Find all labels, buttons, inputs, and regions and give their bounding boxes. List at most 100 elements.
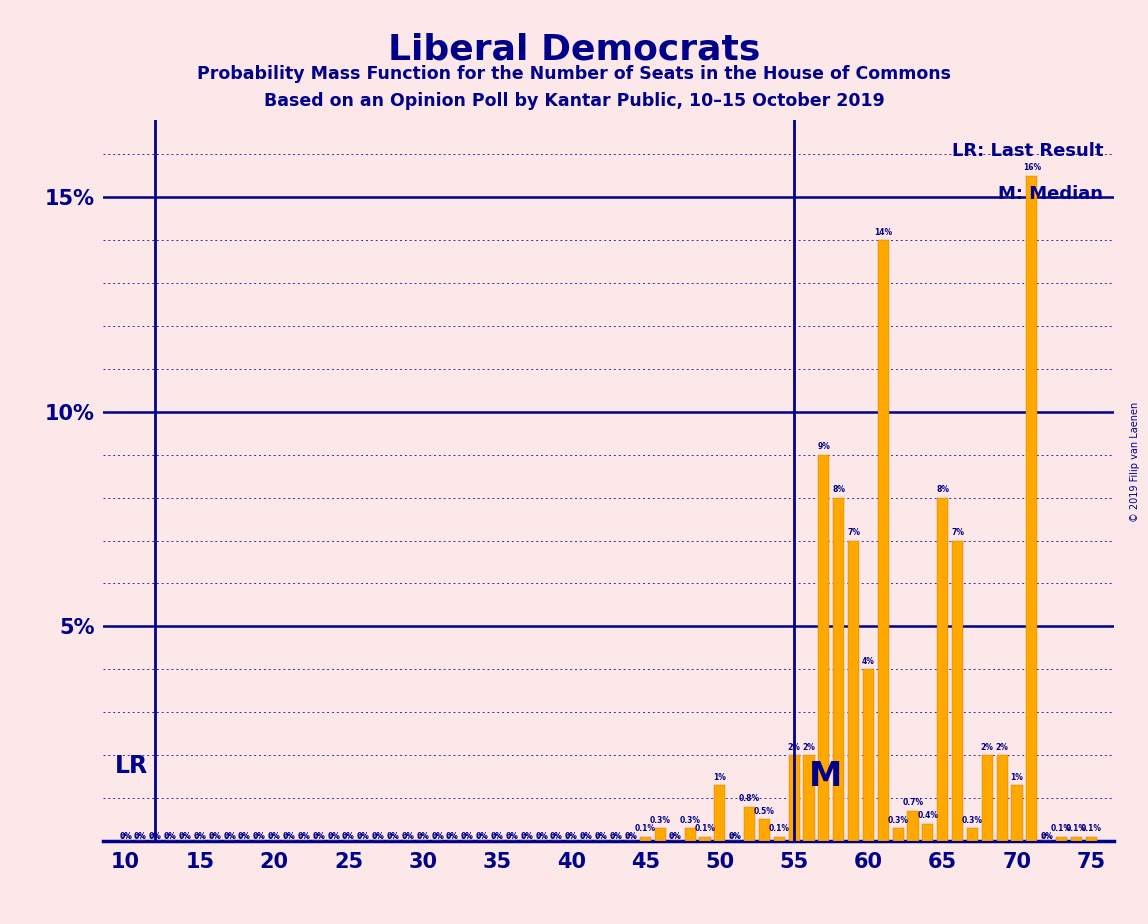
Bar bbox=[893, 828, 903, 841]
Text: 0.1%: 0.1% bbox=[769, 824, 790, 833]
Text: 0%: 0% bbox=[447, 833, 458, 839]
Text: 0%: 0% bbox=[327, 832, 340, 841]
Text: 0%: 0% bbox=[595, 832, 607, 841]
Text: 0%: 0% bbox=[254, 833, 265, 839]
Text: 0%: 0% bbox=[388, 833, 398, 839]
Text: 0%: 0% bbox=[729, 833, 740, 839]
Text: 0%: 0% bbox=[565, 832, 577, 841]
Bar bbox=[789, 755, 800, 841]
Bar bbox=[699, 836, 711, 841]
Text: 0%: 0% bbox=[328, 833, 339, 839]
Text: 0%: 0% bbox=[297, 832, 310, 841]
Text: 0%: 0% bbox=[669, 832, 682, 841]
Bar bbox=[1011, 785, 1023, 841]
Text: 0%: 0% bbox=[224, 833, 235, 839]
Text: 0%: 0% bbox=[520, 832, 533, 841]
Text: 0%: 0% bbox=[298, 833, 309, 839]
Text: 0%: 0% bbox=[209, 833, 220, 839]
Text: LR: Last Result: LR: Last Result bbox=[952, 141, 1103, 160]
Text: 2%: 2% bbox=[980, 743, 994, 751]
Text: 0%: 0% bbox=[403, 833, 413, 839]
Text: 0%: 0% bbox=[566, 833, 576, 839]
Text: 0%: 0% bbox=[461, 833, 473, 839]
Text: 0%: 0% bbox=[728, 832, 742, 841]
Text: 0.1%: 0.1% bbox=[1080, 824, 1102, 833]
Bar bbox=[804, 755, 815, 841]
Text: 0.1%: 0.1% bbox=[635, 824, 656, 833]
Text: 0%: 0% bbox=[505, 832, 518, 841]
Text: 0%: 0% bbox=[417, 832, 429, 841]
Text: 0%: 0% bbox=[1040, 832, 1053, 841]
Text: 0%: 0% bbox=[223, 832, 236, 841]
Text: 0.3%: 0.3% bbox=[887, 816, 908, 824]
Bar bbox=[1026, 176, 1038, 841]
Text: 0%: 0% bbox=[536, 833, 546, 839]
Bar bbox=[654, 828, 666, 841]
Text: 0%: 0% bbox=[490, 832, 504, 841]
Text: 0%: 0% bbox=[179, 832, 192, 841]
Text: 0%: 0% bbox=[1041, 833, 1052, 839]
Text: 0%: 0% bbox=[626, 833, 636, 839]
Text: 0%: 0% bbox=[372, 832, 385, 841]
Text: 7%: 7% bbox=[847, 529, 860, 537]
Bar bbox=[1086, 836, 1096, 841]
Text: 0%: 0% bbox=[253, 832, 265, 841]
Text: 0%: 0% bbox=[343, 833, 354, 839]
Text: M: Median: M: Median bbox=[999, 185, 1103, 203]
Text: 0%: 0% bbox=[521, 833, 532, 839]
Text: 0%: 0% bbox=[238, 832, 251, 841]
Text: 0%: 0% bbox=[342, 832, 355, 841]
Text: 0%: 0% bbox=[475, 832, 489, 841]
Text: 0%: 0% bbox=[551, 833, 561, 839]
Bar bbox=[996, 755, 1008, 841]
Text: 0%: 0% bbox=[194, 833, 205, 839]
Text: 0%: 0% bbox=[460, 832, 474, 841]
Text: 0%: 0% bbox=[491, 833, 503, 839]
Text: 0.3%: 0.3% bbox=[650, 816, 670, 824]
Bar bbox=[952, 541, 963, 841]
Text: 0%: 0% bbox=[670, 833, 681, 839]
Text: © 2019 Filip van Laenen: © 2019 Filip van Laenen bbox=[1130, 402, 1140, 522]
Text: LR: LR bbox=[115, 754, 148, 778]
Bar bbox=[684, 828, 696, 841]
Bar bbox=[848, 541, 859, 841]
Text: 0%: 0% bbox=[581, 833, 591, 839]
Text: 1%: 1% bbox=[713, 772, 727, 782]
Bar bbox=[744, 807, 755, 841]
Text: 9%: 9% bbox=[817, 443, 830, 451]
Bar bbox=[819, 455, 829, 841]
Text: 0%: 0% bbox=[134, 832, 147, 841]
Bar bbox=[922, 823, 933, 841]
Bar bbox=[639, 836, 651, 841]
Text: 0%: 0% bbox=[611, 833, 621, 839]
Bar bbox=[878, 240, 889, 841]
Bar bbox=[907, 811, 918, 841]
Bar bbox=[759, 820, 770, 841]
Text: 2%: 2% bbox=[802, 743, 815, 751]
Text: Probability Mass Function for the Number of Seats in the House of Commons: Probability Mass Function for the Number… bbox=[197, 65, 951, 82]
Text: 16%: 16% bbox=[1023, 164, 1041, 173]
Text: 0%: 0% bbox=[535, 832, 548, 841]
Text: Liberal Democrats: Liberal Democrats bbox=[388, 32, 760, 67]
Text: 0%: 0% bbox=[476, 833, 488, 839]
Text: 0%: 0% bbox=[194, 832, 207, 841]
Text: 0%: 0% bbox=[373, 833, 383, 839]
Bar bbox=[714, 785, 726, 841]
Text: 0%: 0% bbox=[135, 833, 146, 839]
Bar bbox=[967, 828, 978, 841]
Text: 0%: 0% bbox=[313, 833, 324, 839]
Text: 2%: 2% bbox=[788, 743, 800, 751]
Text: 0%: 0% bbox=[267, 832, 280, 841]
Text: 0%: 0% bbox=[596, 833, 606, 839]
Text: 0.1%: 0.1% bbox=[1052, 824, 1072, 833]
Text: 0%: 0% bbox=[625, 832, 637, 841]
Text: 2%: 2% bbox=[995, 743, 1009, 751]
Text: 0%: 0% bbox=[150, 833, 161, 839]
Text: 0.7%: 0.7% bbox=[902, 798, 923, 808]
Text: 0%: 0% bbox=[282, 832, 295, 841]
Text: 0%: 0% bbox=[149, 832, 162, 841]
Bar bbox=[1056, 836, 1068, 841]
Text: 1%: 1% bbox=[1010, 772, 1023, 782]
Text: 0.3%: 0.3% bbox=[680, 816, 700, 824]
Text: 0%: 0% bbox=[164, 832, 177, 841]
